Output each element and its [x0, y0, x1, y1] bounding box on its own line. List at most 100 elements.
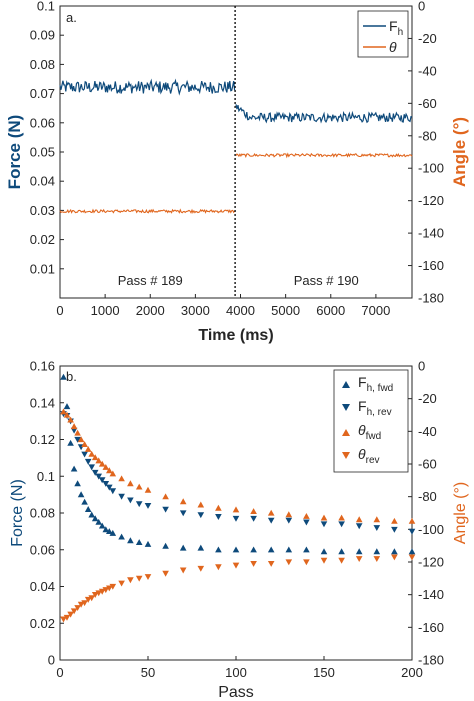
data-point-theta-fwd: [102, 464, 110, 470]
data-point-fh-rev: [102, 481, 110, 487]
panel-label-b: b.: [66, 369, 77, 384]
data-point-theta-fwd: [77, 436, 85, 443]
data-point-theta-fwd: [70, 423, 78, 430]
legend-fh-rev-sub: h, rev: [367, 407, 392, 418]
xtick-label-a: 6000: [316, 303, 345, 318]
xtick-label-a: 4000: [226, 303, 255, 318]
data-point-theta-rev: [118, 580, 125, 587]
data-point-theta-rev: [232, 562, 240, 569]
ytick-right-label-a: -160: [418, 258, 444, 273]
ytick-right-label-b: -60: [418, 457, 437, 472]
data-point-fh-fwd: [179, 544, 187, 551]
data-point-theta-rev: [91, 592, 99, 598]
xtick-label-b: 150: [313, 665, 335, 680]
data-point-theta-rev: [127, 577, 134, 584]
xtick-label-b: 50: [141, 665, 155, 680]
ytick-right-label-b: -20: [418, 391, 437, 406]
data-point-fh-fwd: [63, 403, 71, 410]
data-point-fh-fwd: [109, 529, 117, 536]
ytick-right-label-b: -160: [418, 620, 444, 635]
data-point-theta-rev: [320, 557, 328, 564]
legend-text-theta: θ: [389, 39, 397, 55]
data-point-theta-fwd: [67, 416, 74, 423]
data-point-theta-fwd: [320, 514, 328, 521]
data-point-theta-fwd: [408, 517, 416, 524]
data-point-theta-fwd: [144, 486, 152, 493]
data-point-theta-fwd: [81, 441, 88, 447]
data-point-theta-fwd: [232, 506, 240, 513]
data-point-fh-fwd: [95, 518, 102, 525]
series-group-b: [60, 373, 416, 623]
data-point-fh-rev: [84, 458, 92, 465]
data-point-fh-rev: [118, 493, 125, 500]
x-axis-a: 0 1000 2000 3000 4000 5000 6000 7000: [56, 294, 390, 318]
data-point-fh-fwd: [408, 548, 416, 555]
ytick-left-label-a: 0.04: [30, 174, 55, 189]
data-point-theta-fwd: [60, 408, 67, 415]
xtick-label-a: 2000: [136, 303, 165, 318]
data-point-fh-fwd: [88, 511, 95, 518]
ytick-right-label-a: -80: [418, 128, 437, 143]
data-point-fh-fwd: [303, 546, 310, 553]
data-point-fh-rev: [88, 464, 95, 471]
ytick-left-label-b: 0.08: [30, 506, 55, 521]
ytick-right-label-a: -60: [418, 96, 437, 111]
data-point-fh-fwd: [267, 546, 275, 553]
data-point-theta-rev: [109, 583, 117, 590]
data-point-theta-rev: [373, 556, 381, 562]
legend-text-theta-rev: θrev: [358, 446, 380, 466]
ylabel-right-a: Angle (°): [450, 117, 469, 187]
data-point-theta-fwd: [98, 460, 106, 467]
xtick-label-b: 0: [56, 665, 63, 680]
data-point-fh-fwd: [162, 542, 169, 549]
series-line-theta-seg0: [59, 208, 236, 214]
legend-theta-rev-main: θ: [358, 446, 366, 462]
ytick-right-label-b: -40: [418, 424, 437, 439]
ytick-right-label-a: -180: [418, 291, 444, 306]
data-point-fh-fwd: [391, 548, 398, 555]
ytick-left-label-a: 0.09: [30, 28, 55, 43]
data-point-theta-rev: [408, 554, 416, 561]
legend-a: Fh θ: [357, 10, 409, 58]
ytick-left-label-b: 0.12: [30, 432, 55, 447]
data-point-theta-rev: [391, 554, 398, 561]
data-point-fh-rev: [215, 514, 222, 520]
ytick-right-label-b: -120: [418, 555, 444, 570]
legend-theta-rev-sub: rev: [366, 455, 380, 466]
data-point-fh-fwd: [81, 498, 88, 505]
data-point-theta-rev: [179, 567, 187, 574]
series-group-a: [59, 78, 413, 214]
xtick-label-a: 1000: [91, 303, 120, 318]
data-point-theta-rev: [197, 565, 205, 572]
data-point-theta-rev: [162, 570, 169, 577]
annotation-pass-190: Pass # 190: [294, 273, 359, 288]
ytick-right-label-a: 0: [418, 0, 425, 14]
data-point-fh-fwd: [338, 548, 345, 555]
legend-theta-fwd-sub: fwd: [366, 431, 382, 442]
ylabel-left-b: Force (N): [9, 479, 26, 547]
data-point-theta-rev: [338, 557, 345, 564]
ytick-right-label-b: -100: [418, 522, 444, 537]
data-point-fh-fwd: [102, 526, 110, 533]
data-point-theta-rev: [267, 561, 275, 567]
ylabel-left-a: Force (N): [5, 115, 24, 190]
data-point-theta-rev: [95, 590, 102, 597]
ytick-left-label-a: 0.06: [30, 115, 55, 130]
ytick-left-label-b: 0.14: [30, 395, 55, 410]
data-point-theta-fwd: [135, 483, 143, 490]
xtick-label-a: 3000: [181, 303, 210, 318]
legend-fh-fwd-sub: h, fwd: [367, 383, 394, 394]
ytick-left-label-b: 0.1: [37, 469, 55, 484]
xlabel-b: Pass: [218, 684, 254, 701]
ytick-left-label-a: 0.01: [30, 261, 55, 276]
data-point-fh-rev: [303, 519, 310, 526]
data-point-theta-fwd: [355, 516, 363, 523]
ytick-left-label-b: 0.06: [30, 542, 55, 557]
data-point-theta-rev: [215, 564, 222, 571]
data-point-fh-rev: [109, 488, 117, 495]
data-point-theta-rev: [63, 614, 71, 621]
data-point-fh-fwd: [320, 548, 328, 555]
data-point-theta-fwd: [285, 511, 293, 518]
ytick-left-label-a: 0.05: [30, 145, 55, 160]
data-point-fh-fwd: [373, 548, 381, 555]
